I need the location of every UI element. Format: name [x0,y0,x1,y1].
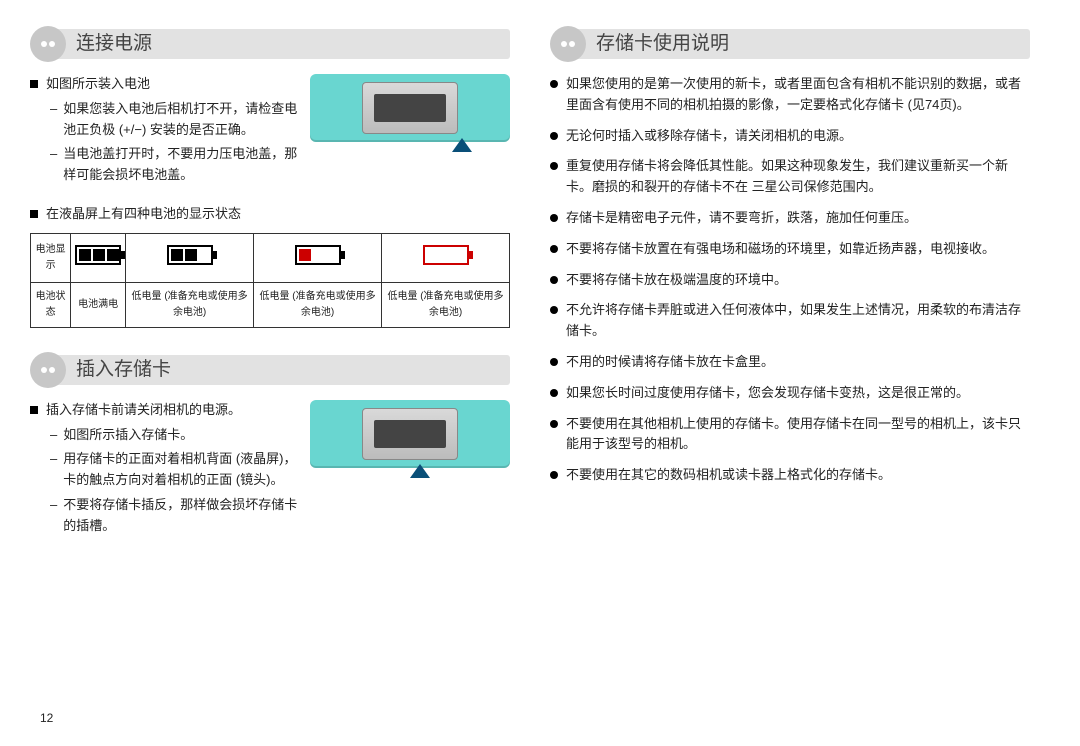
camera-card-illustration [310,400,510,468]
bullet-text: 插入存储卡前请关闭相机的电源。 [46,400,241,421]
dash-icon: – [50,99,57,141]
sub-text: 如果您装入电池后相机打不开，请检查电池正负极 (+/−) 安装的是否正确。 [63,99,300,141]
section-title: 存储卡使用说明 [568,29,1030,59]
section-header-card: 插入存储卡 [30,352,510,388]
sub-text: 当电池盖打开时，不要用力压电池盖，那样可能会损坏电池盖。 [63,144,300,186]
circle-bullet-icon [550,276,558,284]
circle-bullet-icon [550,162,558,170]
bullet-text: 如图所示装入电池 [46,74,150,95]
circle-bullet-icon [550,471,558,479]
table-cell: 低电量 (准备充电或使用多余电池) [382,282,510,327]
bullet-text: 存储卡是精密电子元件，请不要弯折，跌落，施加任何重压。 [566,208,917,229]
section-header-power: 连接电源 [30,26,510,62]
section-title: 连接电源 [48,29,510,59]
table-header: 电池状态 [31,282,71,327]
bullet-text: 不要使用在其他相机上使用的存储卡。使用存储卡在同一型号的相机上，该卡只能用于该型… [566,414,1030,456]
bullet-text: 在液晶屏上有四种电池的显示状态 [46,204,241,225]
battery-icon-med [126,233,254,282]
square-bullet-icon [30,80,38,88]
bullet-text: 不要将存储卡放置在有强电场和磁场的环境里，如靠近扬声器，电视接收。 [566,239,995,260]
square-bullet-icon [30,210,38,218]
table-cell: 电池满电 [71,282,126,327]
dash-icon: – [50,495,57,537]
circle-bullet-icon [550,245,558,253]
circle-bullet-icon [550,358,558,366]
bullet-text: 不用的时候请将存储卡放在卡盒里。 [566,352,774,373]
bullet-text: 如果您使用的是第一次使用的新卡，或者里面包含有相机不能识别的数据，或者里面含有使… [566,74,1030,116]
table-cell: 低电量 (准备充电或使用多余电池) [254,282,382,327]
bullet-text: 不允许将存储卡弄脏或进入任何液体中，如果发生上述情况，用柔软的布清洁存储卡。 [566,300,1030,342]
header-circle-icon [30,352,66,388]
circle-bullet-icon [550,420,558,428]
bullet-text: 无论何时插入或移除存储卡，请关闭相机的电源。 [566,126,852,147]
table-header: 电池显示 [31,233,71,282]
bullet-text: 重复使用存储卡将会降低其性能。如果这种现象发生，我们建议重新买一个新卡。磨损的和… [566,156,1030,198]
circle-bullet-icon [550,389,558,397]
sub-text: 用存储卡的正面对着相机背面 (液晶屏)，卡的触点方向对着相机的正面 (镜头)。 [63,449,300,491]
header-circle-icon [550,26,586,62]
circle-bullet-icon [550,80,558,88]
battery-icon-empty [382,233,510,282]
square-bullet-icon [30,406,38,414]
header-circle-icon [30,26,66,62]
table-cell: 低电量 (准备充电或使用多余电池) [126,282,254,327]
section-header-usage: 存储卡使用说明 [550,26,1030,62]
bullet-text: 不要将存储卡放在极端温度的环境中。 [566,270,787,291]
circle-bullet-icon [550,306,558,314]
bullet-text: 如果您长时间过度使用存储卡，您会发现存储卡变热，这是很正常的。 [566,383,969,404]
dash-icon: – [50,449,57,491]
sub-text: 如图所示插入存储卡。 [63,425,193,446]
circle-bullet-icon [550,132,558,140]
battery-icon-low [254,233,382,282]
battery-icon-full [71,233,126,282]
dash-icon: – [50,425,57,446]
camera-battery-illustration [310,74,510,142]
battery-status-table: 电池显示 电池状态 电池满电 低电量 (准备充电或使用多余电池) 低电量 (准备… [30,233,510,328]
page-number: 12 [40,709,53,728]
section-title: 插入存储卡 [48,355,510,385]
sub-text: 不要将存储卡插反，那样做会损坏存储卡的插槽。 [63,495,300,537]
dash-icon: – [50,144,57,186]
bullet-text: 不要使用在其它的数码相机或读卡器上格式化的存储卡。 [566,465,891,486]
circle-bullet-icon [550,214,558,222]
